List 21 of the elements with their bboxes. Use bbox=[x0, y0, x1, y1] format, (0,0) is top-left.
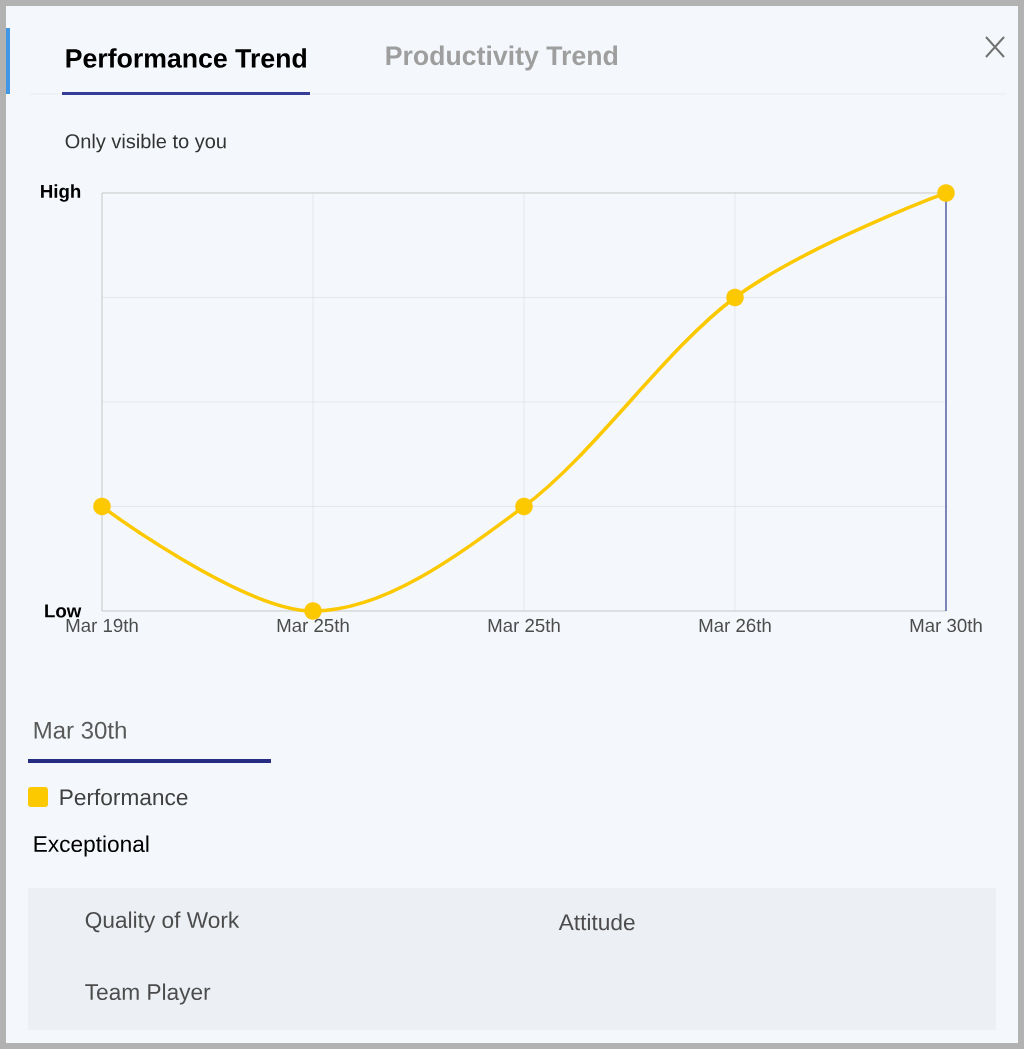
chart-title: Performance Trend bbox=[66, 48, 306, 68]
point bbox=[304, 602, 322, 620]
text: Quality of Work bbox=[85, 911, 240, 933]
x-tick-label: Mar 26th bbox=[699, 618, 771, 633]
text: Team Player bbox=[85, 983, 211, 1005]
legend-label: Performance bbox=[60, 788, 188, 806]
text: Productivity Trend bbox=[386, 45, 618, 71]
text: Attitude bbox=[558, 913, 635, 931]
x-tick-label: Mar 25th bbox=[277, 618, 349, 633]
x-tick-label: Mar 30th bbox=[910, 618, 982, 633]
text: High bbox=[41, 184, 81, 202]
point bbox=[937, 184, 955, 202]
text: Only visible to you bbox=[65, 133, 226, 153]
point bbox=[515, 497, 533, 516]
text: Exceptional bbox=[34, 835, 149, 857]
point bbox=[93, 497, 111, 516]
text: Low bbox=[45, 604, 82, 618]
x-tick-label: Mar 19th bbox=[66, 618, 138, 633]
text: Mar 30th bbox=[34, 721, 126, 739]
x-tick-label: Mar 25th bbox=[488, 618, 560, 633]
point bbox=[726, 288, 744, 307]
